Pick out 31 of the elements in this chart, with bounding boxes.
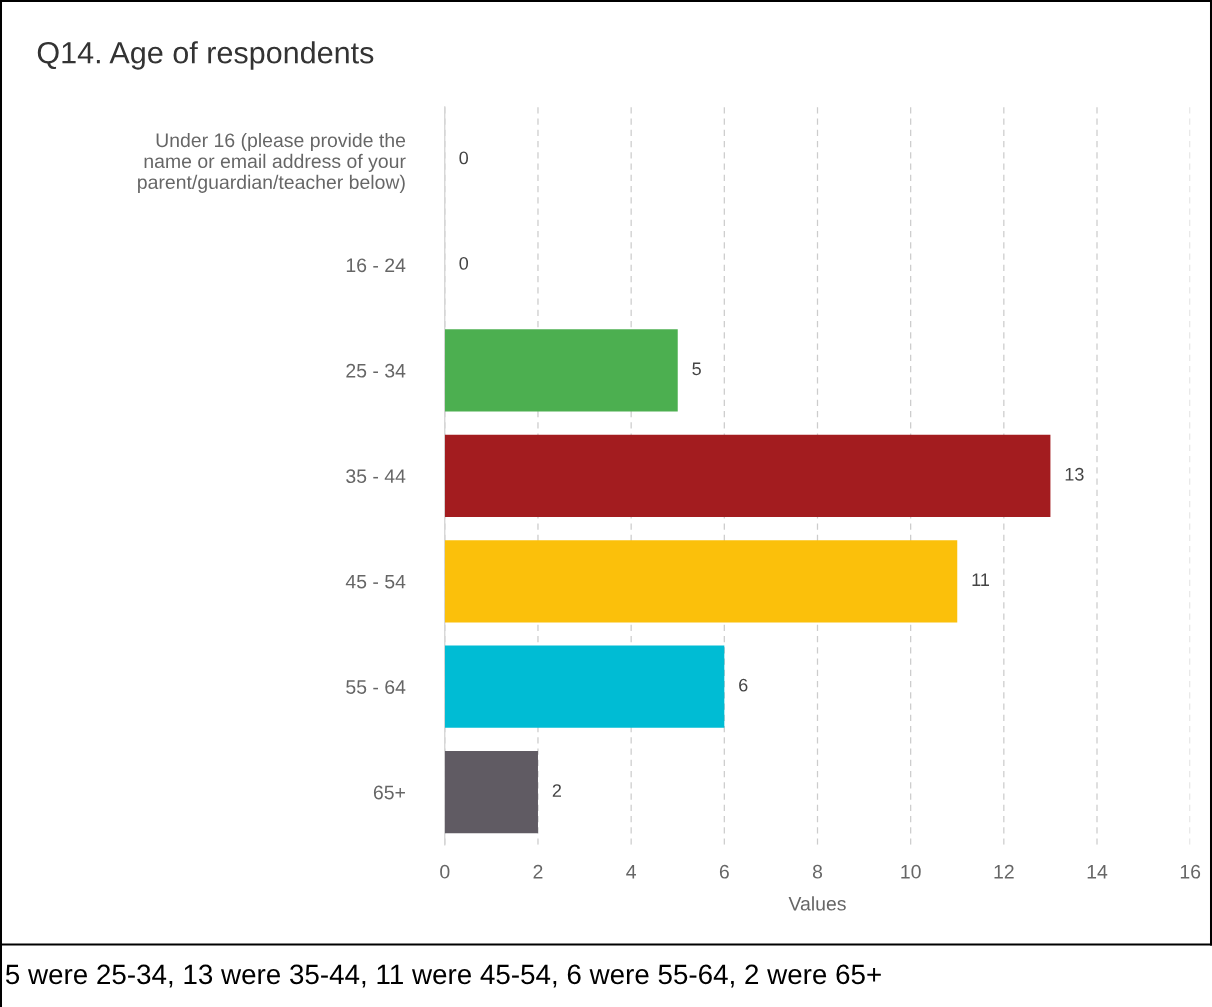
text: 5 were 25-34, 13 were 35-44, 11 were 45-54, 6 were 55-64, 2 were 65+ xyxy=(5,964,881,988)
x-tick-label: 4 xyxy=(626,865,636,879)
data-label: 5 xyxy=(692,362,701,376)
bar xyxy=(444,434,1051,517)
data-label: 0 xyxy=(459,256,469,270)
x-tick-label: 16 xyxy=(1180,864,1201,879)
x-tick-label: 0 xyxy=(440,864,450,879)
y-tick-label: 35 - 44 xyxy=(346,469,406,484)
x-axis-title: Values xyxy=(788,896,846,911)
x-tick-label: 6 xyxy=(719,864,729,879)
y-tick-label: 55 - 64 xyxy=(346,680,406,694)
bar xyxy=(444,645,725,728)
data-label: 13 xyxy=(1065,467,1084,481)
y-tick-label: 65+ xyxy=(373,785,405,800)
x-tick-label: 8 xyxy=(812,864,823,879)
data-label: 6 xyxy=(739,678,748,692)
x-tick-label: 2 xyxy=(533,864,543,879)
bar xyxy=(444,540,958,623)
data-label: 11 xyxy=(972,573,990,586)
data-label: 2 xyxy=(552,784,561,797)
bar xyxy=(444,329,678,412)
bar xyxy=(444,751,538,834)
x-tick-label: 14 xyxy=(1087,865,1108,879)
y-tick-label: 25 - 34 xyxy=(346,363,406,378)
y-tick-label: 45 - 54 xyxy=(345,574,406,589)
data-label: 0 xyxy=(459,151,469,165)
chart-title: Q14. Age of respondents xyxy=(37,41,374,70)
x-tick-label: 10 xyxy=(901,864,921,879)
y-tick-label: 16 - 24 xyxy=(346,258,406,273)
x-tick-label: 12 xyxy=(994,864,1014,879)
y-tick-label: Under 16 (please provide the name or email address of your parent/guardian/teacher below) xyxy=(138,132,406,193)
